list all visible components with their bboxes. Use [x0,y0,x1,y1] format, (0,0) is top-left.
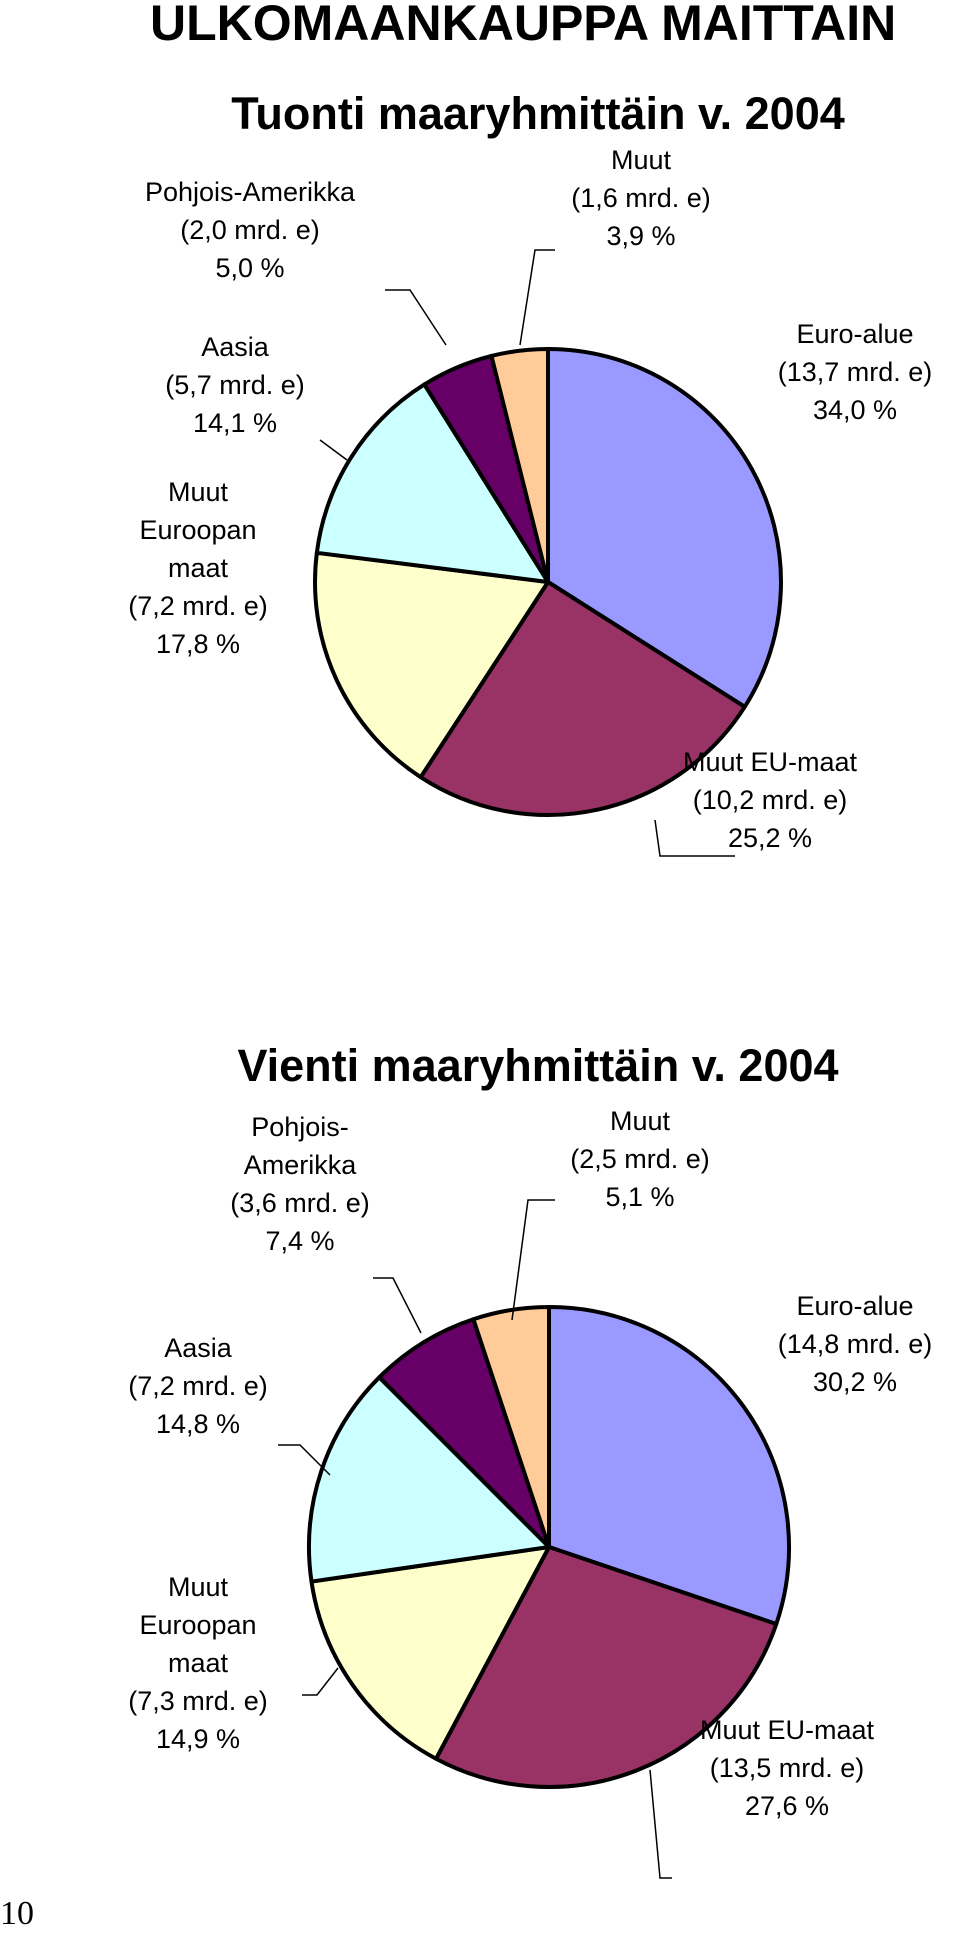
leader-line-pohjois-amerikka [385,289,447,346]
chart-title-vienti: Vienti maaryhmittäin v. 2004 [237,1040,839,1091]
data-label-line: Euroopan [139,1610,257,1640]
data-label-aasia: Aasia (7,2 mrd. e) 14,8 % [48,1329,348,1443]
data-label-muut-eu-maat: Muut EU-maat (10,2 mrd. e) 25,2 % [620,743,920,857]
data-label-line: 3,9 % [606,221,676,251]
pie-slice-euro-alue [547,1305,791,1627]
data-label-aasia: Aasia (5,7 mrd. e) 14,1 % [85,328,385,442]
pie-slice-muut-euroopan-maat [313,550,550,780]
data-label-line: Muut [167,477,229,507]
pie-slice-muut [471,1305,551,1549]
data-label-line: 25,2 % [727,823,813,853]
data-label-line: 17,8 % [155,629,241,659]
data-label-line: (13,5 mrd. e) [709,1753,865,1783]
pie-slice-muut [489,347,550,584]
data-label-line: 5,1 % [605,1182,675,1212]
data-label-line: 27,6 % [744,1791,830,1821]
data-label-line: Aasia [164,1333,232,1363]
leader-line-aasia [278,1444,331,1476]
data-label-line: Muut [610,145,672,175]
data-label-line: 14,9 % [155,1724,241,1754]
data-label-line: 5,0 % [215,253,285,283]
data-label-line: Muut [167,1572,229,1602]
leader-line-muut-eu-maat [649,1769,672,1879]
data-label-line: (5,7 mrd. e) [165,370,305,400]
page-heading: ULKOMAANKAUPPA MAITTAIN [150,0,897,51]
chart-title-tuonti: Tuonti maaryhmittäin v. 2004 [231,88,845,139]
data-label-line: (7,2 mrd. e) [128,1371,268,1401]
data-label-line: 14,8 % [155,1409,241,1439]
data-label-line: (3,6 mrd. e) [230,1188,370,1218]
data-label-euro-alue: Euro-alue (14,8 mrd. e) 30,2 % [705,1287,960,1401]
data-label-muut-eu-maat: Muut EU-maat (13,5 mrd. e) 27,6 % [637,1711,937,1825]
data-label-muut-euroopan-maat: Muut Euroopan maat (7,3 mrd. e) 14,9 % [48,1568,348,1758]
page-number: 10 [0,1895,34,1932]
data-label-euro-alue: Euro-alue (13,7 mrd. e) 34,0 % [705,315,960,429]
leader-line-aasia [319,439,348,461]
data-label-line: (14,8 mrd. e) [777,1329,933,1359]
data-label-line: maat [167,553,229,583]
pie-slice-muut-euroopan-maat [309,1545,551,1761]
leader-line-pohjois-amerikka [373,1277,422,1334]
data-label-line: (13,7 mrd. e) [777,357,933,387]
leader-line-muut-eu-maat [654,819,735,857]
data-label-line: (10,2 mrd. e) [692,785,848,815]
data-label-line: (2,5 mrd. e) [570,1144,710,1174]
data-label-muut: Muut (2,5 mrd. e) 5,1 % [490,1102,790,1216]
data-label-line: Pohjois- [251,1112,349,1142]
data-label-line: 30,2 % [812,1367,898,1397]
pie-slice-aasia [307,1375,551,1584]
data-label-line: Euro-alue [796,319,914,349]
data-label-line: (2,0 mrd. e) [180,215,320,245]
data-label-line: maat [167,1648,229,1678]
data-label-line: Euroopan [139,515,257,545]
data-label-line: 14,1 % [192,408,278,438]
data-label-line: 34,0 % [812,395,898,425]
leader-line-muut [519,249,555,346]
data-label-line: (1,6 mrd. e) [571,183,711,213]
data-label-pohjois-amerikka: Pohjois-Amerikka (2,0 mrd. e) 5,0 % [100,173,400,287]
data-label-line: Muut EU-maat [682,747,858,777]
data-label-line: (7,2 mrd. e) [128,591,268,621]
pie-slice-muut-eu-maat [418,580,747,817]
data-label-muut: Muut (1,6 mrd. e) 3,9 % [491,141,791,255]
leader-line-muut [511,1199,555,1321]
pie-slice-aasia [314,382,550,584]
data-label-line: Muut [609,1106,671,1136]
data-label-line: Euro-alue [796,1291,914,1321]
data-label-line: Pohjois-Amerikka [144,177,356,207]
data-label-line: Amerikka [243,1150,357,1180]
data-label-muut-euroopan-maat: Muut Euroopan maat (7,2 mrd. e) 17,8 % [48,473,348,663]
pie-slice-pohjois-amerikka [377,1317,551,1549]
data-label-pohjois-amerikka: Pohjois- Amerikka (3,6 mrd. e) 7,4 % [150,1108,450,1260]
leader-line-muut-euroopan-maat [302,1667,339,1696]
pie-slice-muut-eu-maat [434,1545,779,1789]
data-label-line: (7,3 mrd. e) [128,1686,268,1716]
pie-chart-tuonti [313,249,783,857]
data-label-line: 7,4 % [265,1226,335,1256]
data-label-line: Muut EU-maat [699,1715,875,1745]
data-label-line: Aasia [201,332,269,362]
